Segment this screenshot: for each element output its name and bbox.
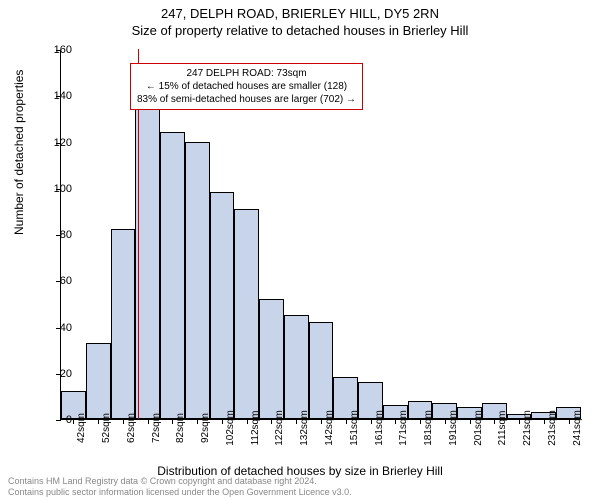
x-tick-label: 82sqm <box>175 413 186 443</box>
x-tick-label: 171sqm <box>398 410 409 446</box>
x-tick <box>123 419 124 424</box>
annotation-box: 247 DELPH ROAD: 73sqm ← 15% of detached … <box>130 63 363 110</box>
bar <box>160 132 185 419</box>
x-tick <box>519 419 520 424</box>
y-axis-title: Number of detached properties <box>12 70 26 235</box>
x-tick <box>420 419 421 424</box>
x-tick <box>247 419 248 424</box>
y-tick-label: 40 <box>60 322 72 334</box>
bar <box>210 192 235 419</box>
x-tick <box>494 419 495 424</box>
x-tick-label: 112sqm <box>250 411 261 446</box>
x-tick-label: 52sqm <box>101 413 112 443</box>
y-tick-label: 60 <box>60 275 72 287</box>
footer: Contains HM Land Registry data © Crown c… <box>8 476 352 498</box>
x-tick <box>296 419 297 424</box>
x-tick <box>371 419 372 424</box>
y-tick-label: 140 <box>54 90 72 102</box>
x-tick-label: 122sqm <box>274 410 285 446</box>
bar <box>284 315 309 419</box>
x-tick <box>197 419 198 424</box>
y-tick-label: 80 <box>60 229 72 241</box>
y-tick-label: 100 <box>54 183 72 195</box>
x-tick <box>346 419 347 424</box>
y-tick-label: 120 <box>54 137 72 149</box>
y-tick-label: 20 <box>60 368 72 380</box>
y-tick-label: 0 <box>66 414 72 426</box>
x-tick-label: 132sqm <box>299 410 310 446</box>
x-tick-label: 92sqm <box>200 413 211 443</box>
bar <box>259 299 284 419</box>
bar <box>111 229 136 419</box>
annotation-line1: 247 DELPH ROAD: 73sqm <box>137 67 356 80</box>
x-tick-label: 231sqm <box>547 410 558 446</box>
bar <box>86 343 111 419</box>
x-tick <box>395 419 396 424</box>
x-tick-label: 181sqm <box>423 410 434 446</box>
x-tick <box>470 419 471 424</box>
x-tick-label: 151sqm <box>349 410 360 446</box>
bar <box>309 322 334 419</box>
x-tick <box>569 419 570 424</box>
x-tick <box>148 419 149 424</box>
x-tick <box>73 419 74 424</box>
footer-line1: Contains HM Land Registry data © Crown c… <box>8 476 352 487</box>
x-tick-label: 161sqm <box>374 410 385 446</box>
annotation-line3: 83% of semi-detached houses are larger (… <box>137 93 356 106</box>
chart-area: 247 DELPH ROAD: 73sqm ← 15% of detached … <box>60 50 580 420</box>
x-tick-label: 72sqm <box>151 413 162 443</box>
x-tick-label: 201sqm <box>473 410 484 446</box>
title-line2: Size of property relative to detached ho… <box>0 23 600 38</box>
x-tick-label: 42sqm <box>76 413 87 443</box>
y-tick-label: 160 <box>54 44 72 56</box>
annotation-line2: ← 15% of detached houses are smaller (12… <box>137 80 356 93</box>
x-tick-label: 241sqm <box>572 410 583 446</box>
x-tick <box>321 419 322 424</box>
x-tick-label: 62sqm <box>126 413 137 443</box>
x-tick-label: 191sqm <box>448 410 459 446</box>
x-tick <box>172 419 173 424</box>
bar <box>234 209 259 419</box>
x-tick-label: 211sqm <box>497 411 508 446</box>
footer-line2: Contains public sector information licen… <box>8 487 352 498</box>
x-tick-label: 142sqm <box>324 410 335 446</box>
title-line1: 247, DELPH ROAD, BRIERLEY HILL, DY5 2RN <box>0 6 600 21</box>
x-tick <box>98 419 99 424</box>
y-tick <box>56 420 61 421</box>
x-tick <box>544 419 545 424</box>
x-tick-label: 221sqm <box>522 410 533 446</box>
x-tick <box>222 419 223 424</box>
x-tick-label: 102sqm <box>225 410 236 446</box>
x-tick <box>271 419 272 424</box>
x-tick <box>445 419 446 424</box>
bar <box>185 142 210 420</box>
